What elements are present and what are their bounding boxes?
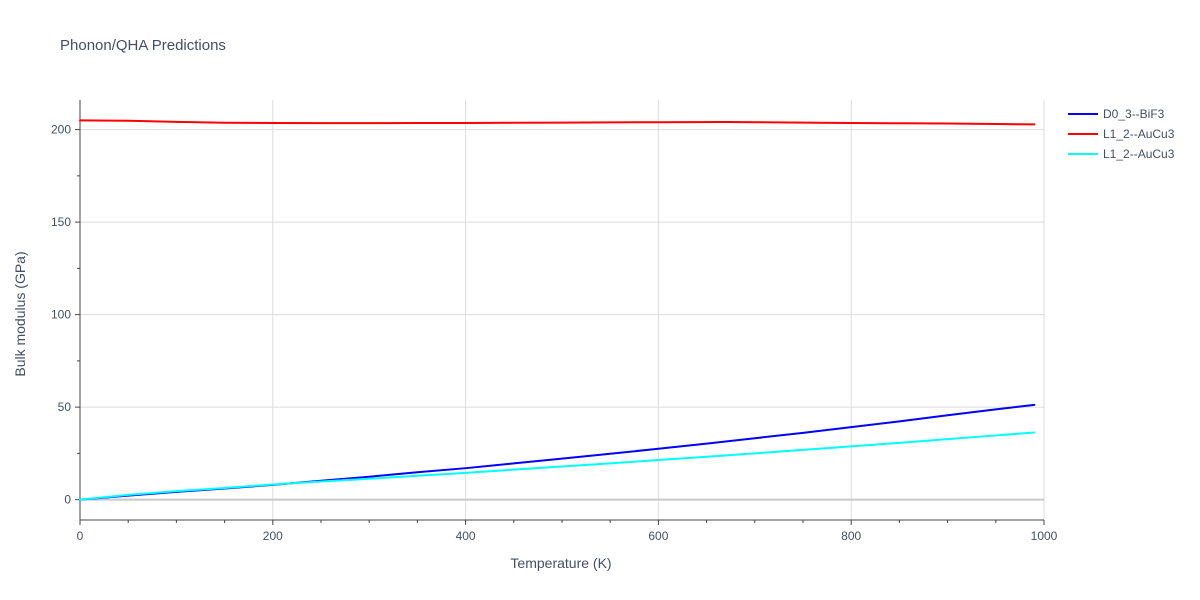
y-tick-label: 50 [58,400,72,414]
legend-label: L1_2--AuCu3 [1103,147,1175,161]
series-lines[interactable] [79,119,1036,501]
x-axis-title: Temperature (K) [510,555,611,571]
legend-label: D0_3--BiF3 [1103,107,1165,121]
legend-item-1[interactable]: D0_3--BiF3 [1068,107,1165,121]
series-line-3[interactable] [79,431,1036,501]
legend-item-3[interactable]: L1_2--AuCu3 [1068,147,1175,161]
y-axis-title: Bulk modulus (GPa) [12,251,28,376]
series-line-1[interactable] [79,403,1036,501]
x-tick-label: 200 [263,529,283,543]
x-tick-label: 600 [648,529,668,543]
series-line-2[interactable] [79,119,1036,126]
x-tick-label: 400 [456,529,476,543]
grid-lines [80,100,1045,520]
legend-item-2[interactable]: L1_2--AuCu3 [1068,127,1175,141]
x-tick-label: 1000 [1031,529,1058,543]
y-tick-label: 0 [64,493,71,507]
axes: 0 200 400 600 800 1000 0 50 100 150 200 [51,100,1058,543]
legend[interactable]: D0_3--BiF3 L1_2--AuCu3 L1_2--AuCu3 [1068,107,1175,161]
legend-label: L1_2--AuCu3 [1103,127,1175,141]
y-tick-label: 100 [51,308,71,322]
x-tick-label: 0 [77,529,84,543]
x-tick-label: 800 [841,529,861,543]
y-tick-label: 200 [51,123,71,137]
chart-title: Phonon/QHA Predictions [60,37,226,54]
y-tick-label: 150 [51,215,71,229]
